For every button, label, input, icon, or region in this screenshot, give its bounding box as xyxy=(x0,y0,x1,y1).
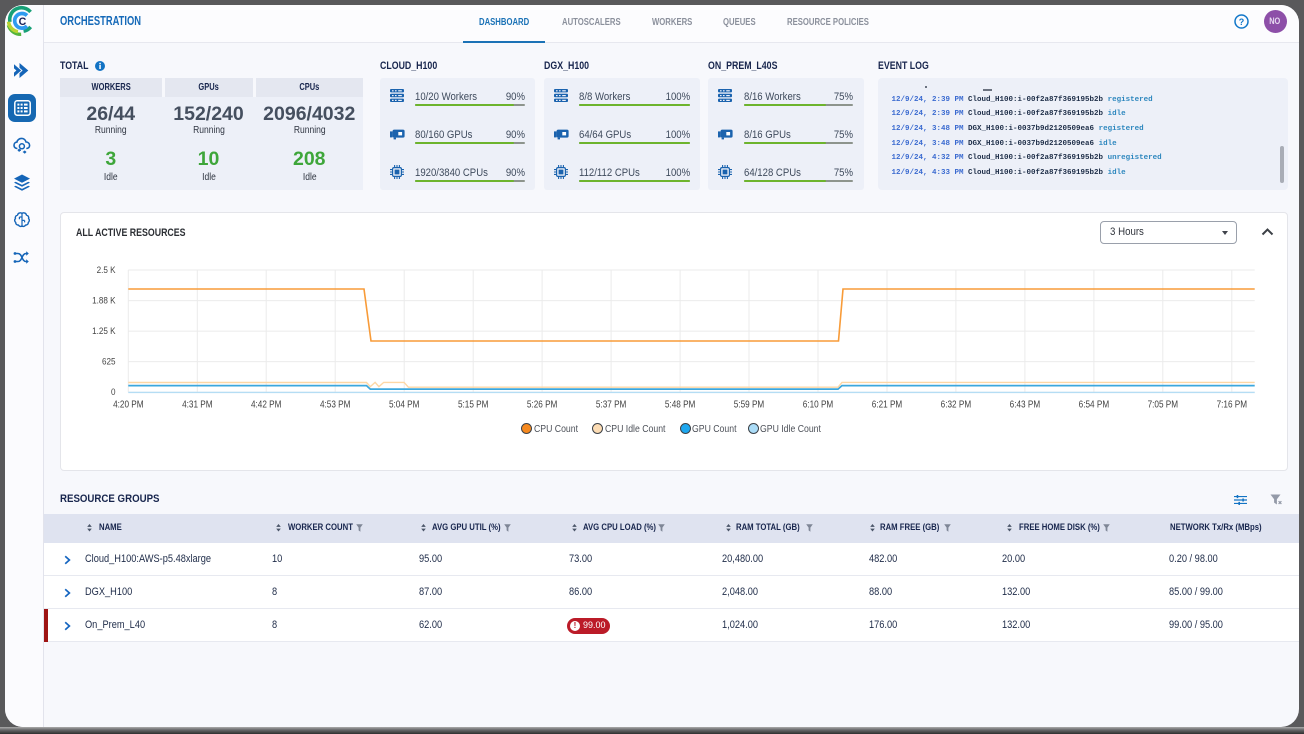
svg-text:4:53 PM: 4:53 PM xyxy=(320,399,350,410)
svg-text:2.5 K: 2.5 K xyxy=(97,265,116,276)
svg-text:7:05 PM: 7:05 PM xyxy=(1148,399,1178,410)
svg-text:5:15 PM: 5:15 PM xyxy=(458,399,488,410)
svg-text:C: C xyxy=(19,16,27,28)
svg-text:1.88 K: 1.88 K xyxy=(92,295,116,306)
svg-text:0: 0 xyxy=(111,387,116,398)
svg-text:4:20 PM: 4:20 PM xyxy=(113,399,143,410)
svg-text:1.25 K: 1.25 K xyxy=(92,326,116,337)
svg-text:6:10 PM: 6:10 PM xyxy=(803,399,833,410)
svg-text:6:32 PM: 6:32 PM xyxy=(941,399,971,410)
svg-text:6:21 PM: 6:21 PM xyxy=(872,399,902,410)
svg-text:5:48 PM: 5:48 PM xyxy=(665,399,695,410)
svg-text:5:59 PM: 5:59 PM xyxy=(734,399,764,410)
svg-text:4:42 PM: 4:42 PM xyxy=(251,399,281,410)
svg-text:5:37 PM: 5:37 PM xyxy=(596,399,626,410)
svg-text:6:43 PM: 6:43 PM xyxy=(1010,399,1040,410)
svg-text:6:54 PM: 6:54 PM xyxy=(1079,399,1109,410)
svg-text:5:04 PM: 5:04 PM xyxy=(389,399,419,410)
svg-text:?: ? xyxy=(1239,17,1245,27)
svg-text:625: 625 xyxy=(102,356,116,367)
svg-text:7:16 PM: 7:16 PM xyxy=(1217,399,1247,410)
svg-text:5:26 PM: 5:26 PM xyxy=(527,399,557,410)
svg-text:4:31 PM: 4:31 PM xyxy=(182,399,212,410)
